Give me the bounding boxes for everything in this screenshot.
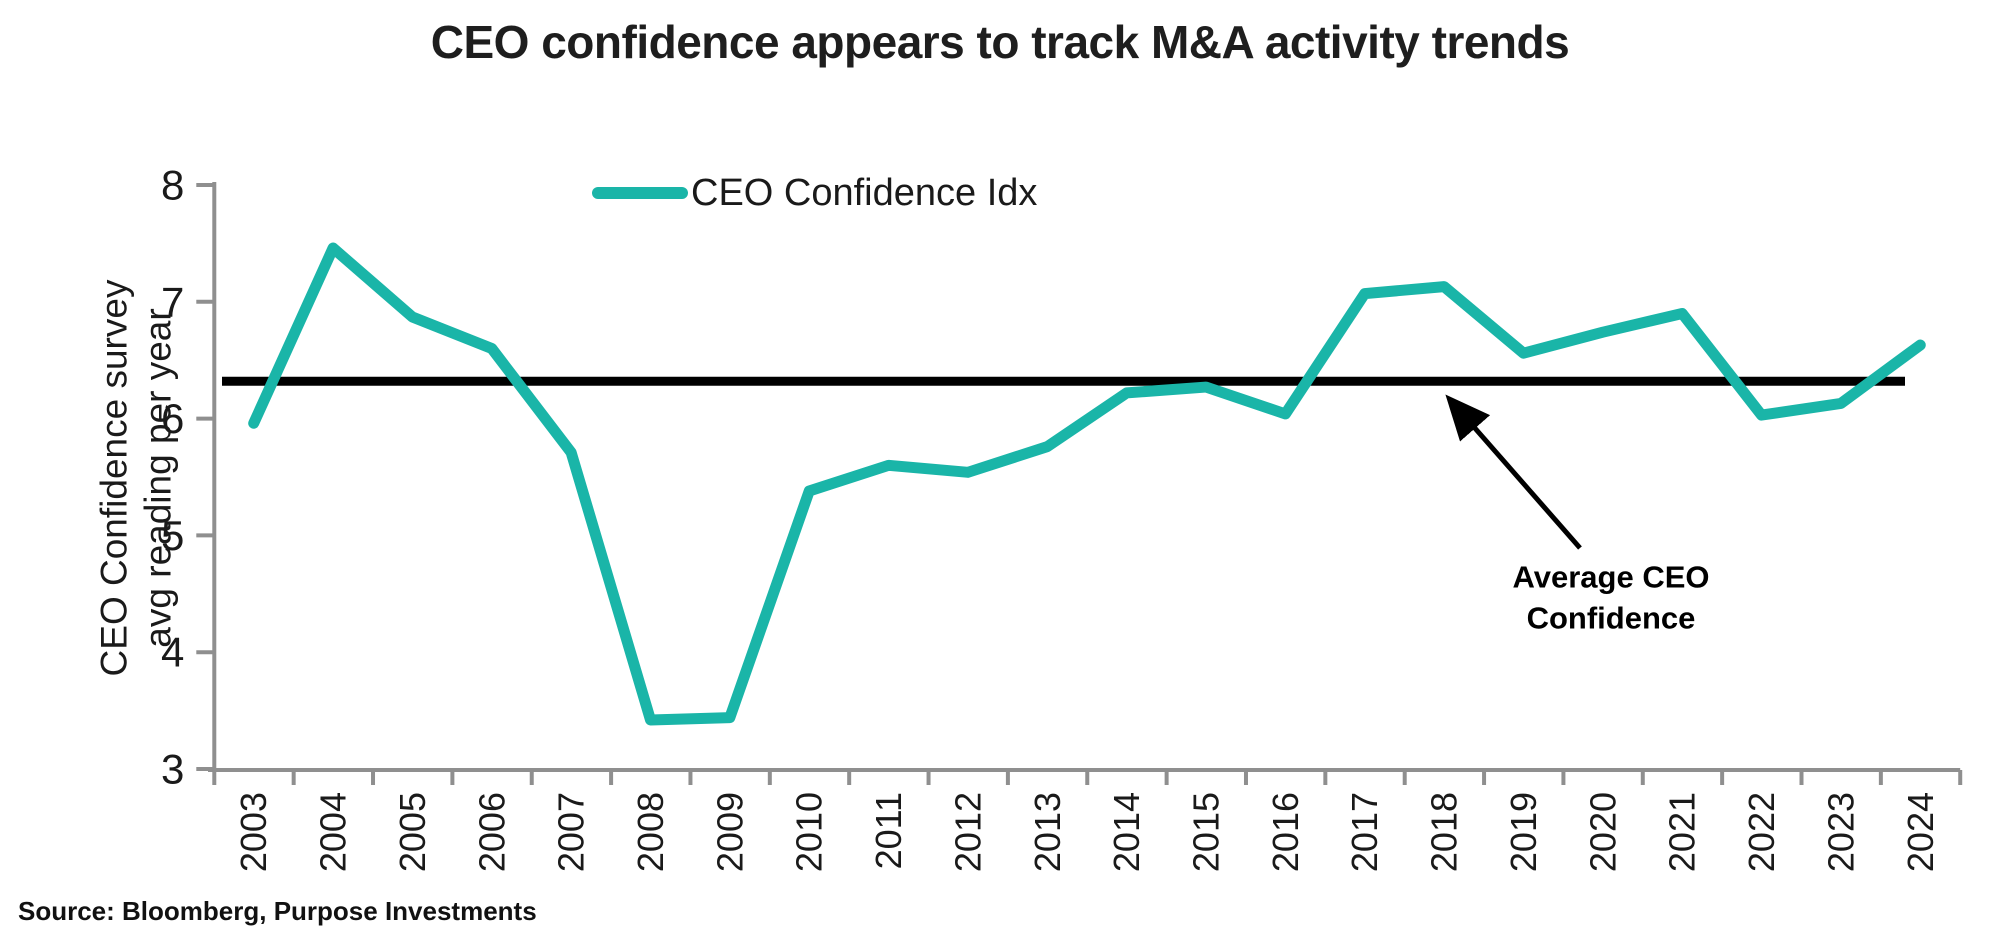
x-tick-label: 2006 xyxy=(471,792,512,872)
x-tick-label: 2019 xyxy=(1503,792,1544,872)
x-tick-label: 2023 xyxy=(1820,792,1861,872)
x-tick-label: 2008 xyxy=(630,792,671,872)
y-axis-title-line1: CEO Confidence survey xyxy=(94,279,135,676)
x-tick-label: 2022 xyxy=(1741,792,1782,872)
y-axis-title-line2: avg reading per year xyxy=(138,308,179,647)
legend: CEO Confidence Idx xyxy=(592,172,1037,214)
x-tick-label: 2015 xyxy=(1186,792,1227,872)
x-tick-label: 2007 xyxy=(551,792,592,872)
y-axis-title: CEO Confidence survey avg reading per ye… xyxy=(94,279,179,676)
average-annotation: Average CEO Confidence xyxy=(1445,394,1710,636)
x-tick-label: 2020 xyxy=(1582,792,1623,872)
x-tick-label: 2011 xyxy=(868,792,909,869)
x-tick-label: 2012 xyxy=(947,792,988,872)
y-tick-label: 4 xyxy=(161,629,184,676)
y-tick-label: 7 xyxy=(161,278,184,325)
x-tick-label: 2018 xyxy=(1424,792,1465,872)
source-note: Source: Bloomberg, Purpose Investments xyxy=(18,896,537,926)
axes: 8 7 6 5 4 3 2003 2004 2005 2006 2007 2008 2009 2010 20… xyxy=(161,162,1963,872)
x-tick-label: 2014 xyxy=(1106,792,1147,872)
y-tick-label: 3 xyxy=(161,746,184,793)
legend-label: CEO Confidence Idx xyxy=(691,172,1037,214)
x-tick-label: 2005 xyxy=(392,792,433,872)
annotation-label-line1: Average CEO xyxy=(1513,560,1710,595)
y-tick-label: 6 xyxy=(161,395,184,442)
x-tick-label: 2003 xyxy=(233,792,274,872)
x-tick-label: 2017 xyxy=(1344,792,1385,872)
chart-title: CEO confidence appears to track M&A acti… xyxy=(430,16,1570,68)
y-tick-label: 8 xyxy=(161,162,184,209)
y-tick-label: 5 xyxy=(161,512,184,559)
x-tick-label: 2013 xyxy=(1027,792,1068,872)
data-line-ceo-confidence xyxy=(248,242,1926,726)
x-tick-label: 2004 xyxy=(313,792,354,872)
x-tick-label: 2024 xyxy=(1900,792,1941,872)
x-tick-label: 2009 xyxy=(709,792,750,872)
annotation-label-line2: Confidence xyxy=(1527,601,1696,636)
x-tick-label: 2010 xyxy=(789,792,830,872)
x-tick-label: 2016 xyxy=(1265,792,1306,872)
annotation-arrow xyxy=(1445,394,1582,550)
x-tick-label: 2021 xyxy=(1662,792,1703,872)
